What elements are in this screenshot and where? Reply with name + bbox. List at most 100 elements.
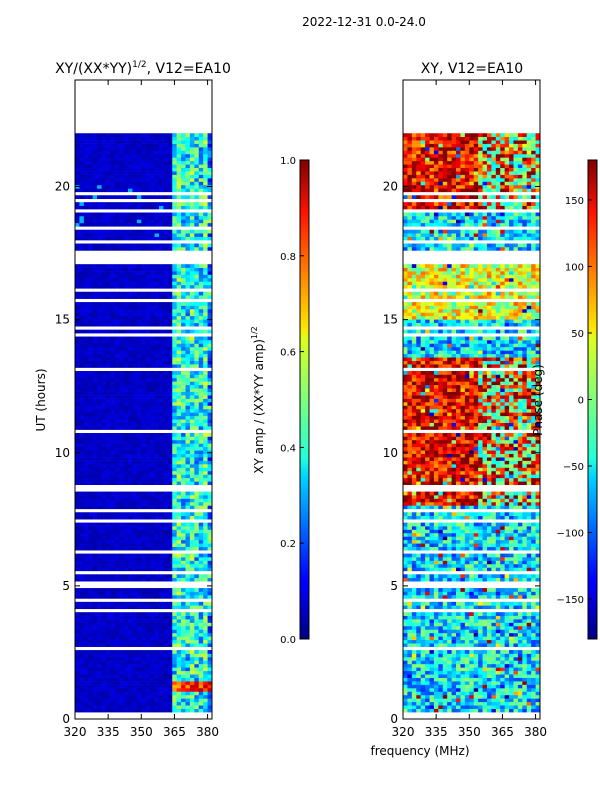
- heatmap-cell: [75, 636, 80, 641]
- heatmap-cell: [167, 443, 173, 448]
- heatmap-cell: [509, 691, 514, 696]
- heatmap-cell: [136, 147, 142, 151]
- heatmap-cell: [119, 422, 125, 427]
- heatmap-cell: [88, 557, 94, 561]
- heatmap-cell: [136, 705, 142, 709]
- heatmap-cell: [79, 615, 85, 620]
- heatmap-cell: [136, 412, 142, 417]
- heatmap-cell: [83, 302, 89, 306]
- heatmap-cell: [150, 295, 155, 299]
- heatmap-cell: [194, 374, 200, 379]
- heatmap-cell: [185, 667, 191, 672]
- heatmap-cell: [189, 202, 195, 206]
- heatmap-cell: [145, 619, 151, 623]
- heatmap-cell: [136, 133, 142, 137]
- heatmap-cell: [114, 160, 120, 165]
- heatmap-cell: [207, 246, 212, 251]
- heatmap-cell: [172, 371, 178, 375]
- heatmap-cell: [92, 246, 98, 251]
- heatmap-cell: [416, 691, 422, 696]
- heatmap-cell: [136, 171, 142, 175]
- heatmap-cell: [478, 684, 483, 689]
- heatmap-cell: [163, 184, 169, 189]
- heatmap-cell: [163, 625, 169, 630]
- heatmap-cell: [128, 426, 133, 430]
- heatmap-cell: [83, 698, 89, 703]
- heatmap-cell: [150, 391, 155, 396]
- heatmap-cell: [123, 188, 129, 193]
- heatmap-cell: [172, 574, 178, 579]
- heatmap-cell: [101, 371, 107, 375]
- heatmap-cell: [194, 160, 200, 165]
- heatmap-cell: [522, 698, 528, 703]
- heatmap-cell: [83, 677, 89, 682]
- heatmap-cell: [119, 274, 125, 279]
- heatmap-cell: [189, 501, 195, 506]
- heatmap-cell: [189, 636, 195, 641]
- heatmap-cell: [172, 243, 178, 248]
- heatmap-cell: [185, 619, 191, 623]
- heatmap-cell: [105, 619, 111, 623]
- heatmap-cell: [176, 243, 182, 248]
- heatmap-cell: [141, 136, 147, 141]
- heatmap-cell: [79, 498, 85, 503]
- heatmap-cell: [114, 360, 120, 365]
- heatmap-cell: [105, 470, 111, 475]
- heatmap-cell: [119, 674, 125, 678]
- heatmap-cell: [101, 357, 107, 361]
- heatmap-cell: [110, 160, 116, 165]
- heatmap-cell: [136, 167, 142, 172]
- heatmap-cell: [189, 464, 195, 468]
- heatmap-cell: [92, 495, 98, 499]
- heatmap-cell: [136, 601, 142, 606]
- heatmap-cell: [119, 650, 125, 654]
- heatmap-cell: [189, 319, 195, 324]
- heatmap-cell: [469, 698, 475, 703]
- heatmap-cell: [411, 691, 417, 696]
- heatmap-cell: [189, 691, 195, 696]
- heatmap-cell: [101, 384, 107, 389]
- heatmap-cell: [486, 677, 492, 682]
- heatmap-cell: [105, 329, 111, 334]
- heatmap-cell: [128, 147, 133, 151]
- heatmap-cell: [83, 694, 89, 699]
- heatmap-cell: [132, 619, 138, 623]
- heatmap-cell: [154, 464, 160, 468]
- heatmap-cell: [167, 319, 173, 324]
- heatmap-cell: [181, 215, 186, 220]
- heatmap-cell: [136, 202, 142, 206]
- heatmap-cell: [181, 660, 186, 665]
- heatmap-cell: [163, 543, 169, 548]
- heatmap-cell: [172, 150, 178, 155]
- heatmap-cell: [141, 443, 147, 448]
- heatmap-cell: [79, 691, 85, 696]
- heatmap-cell: [136, 395, 142, 399]
- heatmap-cell: [92, 567, 98, 572]
- heatmap-cell: [154, 467, 160, 472]
- heatmap-cell: [198, 147, 204, 151]
- heatmap-cell: [119, 343, 125, 348]
- heatmap-cell: [75, 243, 80, 248]
- heatmap-cell: [83, 705, 89, 709]
- heatmap-cell: [154, 615, 160, 620]
- heatmap-cell: [105, 553, 111, 558]
- heatmap-cell: [128, 656, 133, 661]
- heatmap-cell: [110, 505, 116, 510]
- heatmap-cell: [473, 687, 479, 692]
- heatmap-cell: [198, 433, 204, 437]
- heatmap-cell: [92, 619, 98, 623]
- heatmap-cell: [119, 505, 125, 510]
- heatmap-cell: [145, 632, 151, 637]
- heatmap-cell: [176, 246, 182, 251]
- left-plot-frame: [74, 79, 213, 720]
- heatmap-cell: [464, 660, 470, 665]
- heatmap-cell: [189, 491, 195, 496]
- heatmap-cell: [88, 450, 94, 454]
- heatmap-cell: [158, 315, 164, 320]
- heatmap-cell: [132, 464, 138, 468]
- heatmap-cell: [473, 660, 479, 665]
- heatmap-cell: [158, 371, 164, 375]
- heatmap-cell: [92, 622, 98, 627]
- heatmap-cell: [119, 357, 125, 361]
- heatmap-cell: [194, 660, 200, 665]
